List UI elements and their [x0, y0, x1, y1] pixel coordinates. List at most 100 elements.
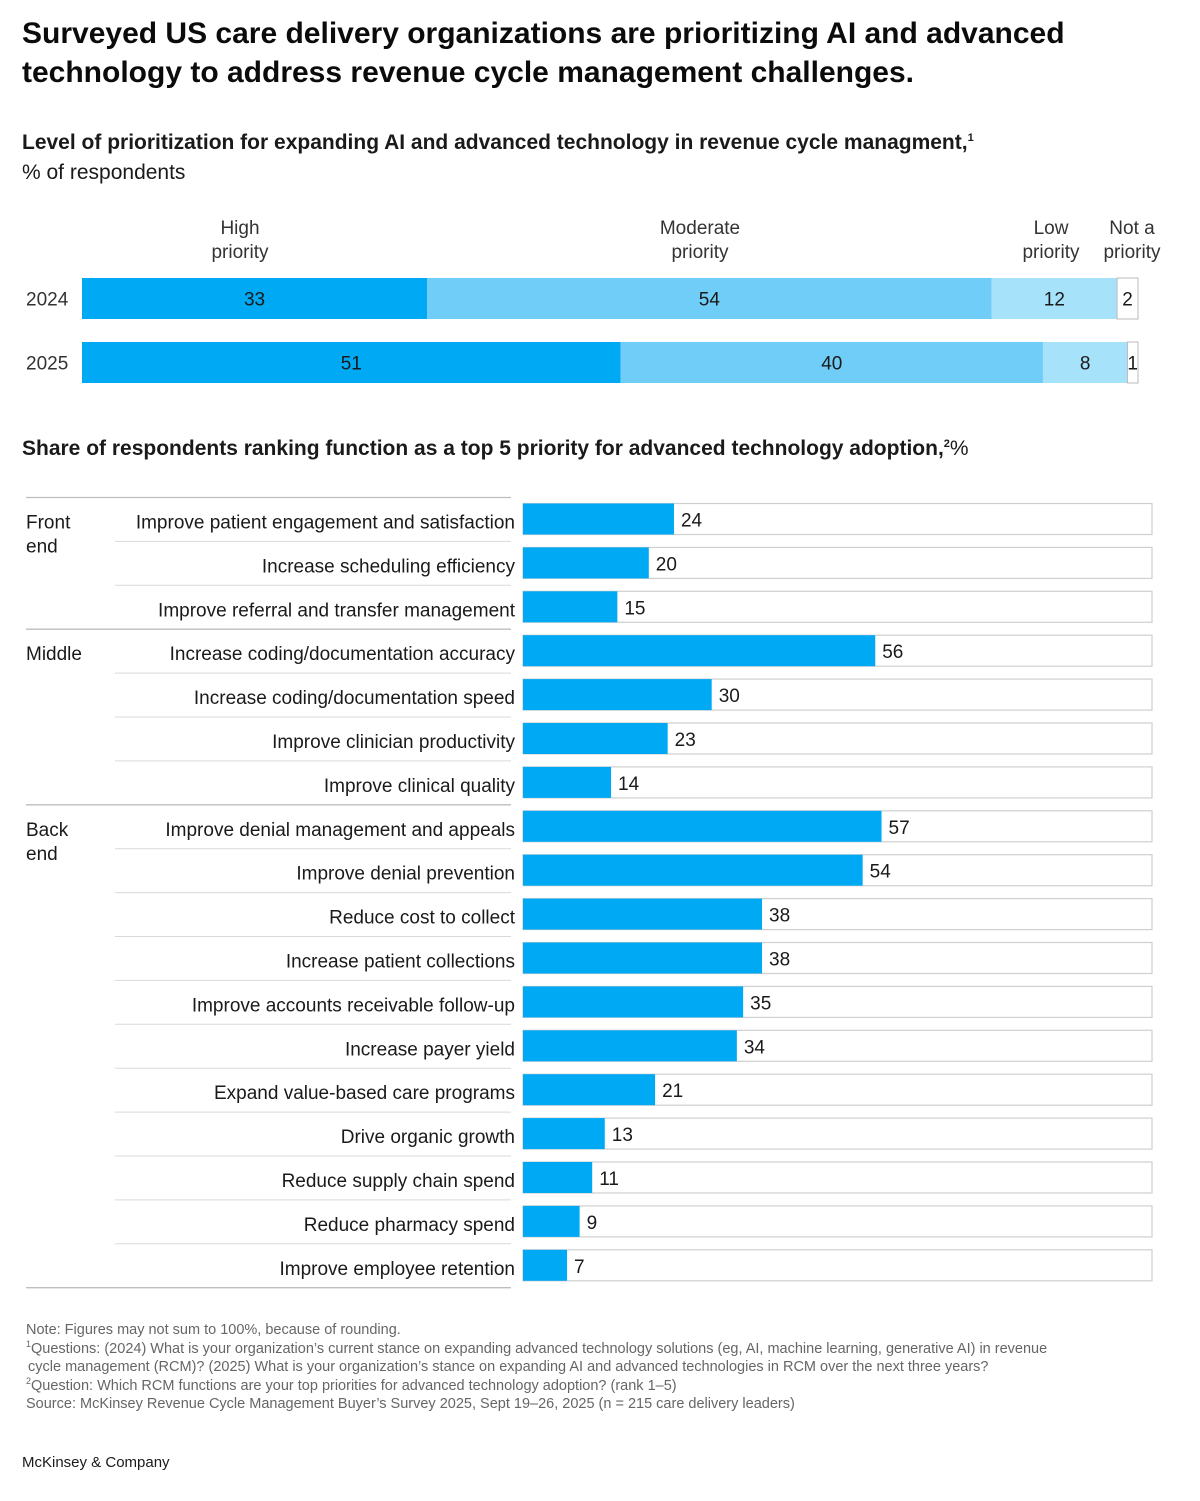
brand-logo-text: McKinsey & Company — [22, 1454, 170, 1471]
bar-value: 20 — [656, 554, 677, 575]
function-label: Improve employee retention — [279, 1259, 515, 1280]
footnotes: Note: Figures may not sum to 100%, becau… — [26, 1321, 1176, 1414]
bar-value-2024-high-priority: 33 — [244, 290, 265, 311]
function-label: Reduce supply chain spend — [282, 1171, 515, 1192]
bar-value: 54 — [870, 862, 892, 883]
bar-value: 56 — [882, 642, 903, 663]
function-label: Improve clinician productivity — [272, 732, 515, 753]
group-label-2-line1: Back — [26, 820, 69, 841]
footnote-2: 2Question: Which RCM functions are your … — [26, 1375, 1176, 1396]
bar-value-2025-moderate-priority: 40 — [821, 354, 842, 375]
bar-value: 24 — [681, 511, 703, 532]
bar — [523, 547, 649, 579]
function-label: Improve denial management and appeals — [165, 820, 515, 841]
bar — [523, 1249, 568, 1281]
bar-value: 21 — [662, 1081, 683, 1102]
bar — [523, 1118, 605, 1150]
bar-segment-2025-moderate-priority — [620, 342, 1043, 383]
bar-value: 7 — [574, 1257, 585, 1278]
function-label: Increase coding/documentation speed — [194, 688, 515, 709]
bar — [523, 635, 876, 667]
bar-value: 14 — [618, 774, 640, 795]
bar-value: 13 — [612, 1125, 633, 1146]
function-label: Improve clinical quality — [324, 776, 516, 797]
function-label: Increase payer yield — [345, 1039, 515, 1060]
bar — [523, 1205, 580, 1237]
function-label: Reduce cost to collect — [329, 908, 516, 929]
function-label: Improve denial prevention — [296, 864, 515, 885]
footnote-1: 1Questions: (2024) What is your organiza… — [26, 1339, 1176, 1359]
chart2-title-text: Share of respondents ranking function as… — [22, 437, 944, 460]
chart2-title: Share of respondents ranking function as… — [22, 437, 969, 461]
function-label: Improve referral and transfer management — [158, 600, 516, 621]
bar-segment-2025-not-a-priority — [1126, 341, 1139, 384]
bar-value-2025-low-priority: 8 — [1080, 354, 1091, 375]
legend-moderate-priority-line1: Moderate — [660, 218, 740, 239]
function-label: Increase patient collections — [286, 952, 515, 973]
bar — [523, 591, 618, 623]
group-label-1-line1: Middle — [26, 644, 82, 665]
footnote-2-text: Question: Which RCM functions are your t… — [31, 1377, 677, 1394]
bar-segment-2024-high-priority — [82, 278, 428, 319]
bar — [523, 1030, 737, 1062]
bar-track — [522, 1161, 1153, 1194]
source-note: Source: McKinsey Revenue Cycle Managemen… — [26, 1396, 795, 1412]
bar — [523, 854, 863, 886]
legend-high-priority-line2: priority — [211, 242, 269, 263]
legend-low-priority-line1: Low — [1034, 218, 1069, 239]
chart1-title: Level of prioritization for expanding AI… — [22, 131, 974, 155]
chart2-title-footnote: 2 — [943, 438, 950, 450]
bar — [523, 942, 763, 974]
bar — [523, 503, 674, 535]
bar-track — [522, 1205, 1153, 1238]
bar-value: 34 — [744, 1037, 766, 1058]
bar — [523, 766, 612, 798]
year-label-2025: 2025 — [26, 354, 68, 375]
bar — [523, 723, 668, 754]
bar-value: 9 — [587, 1213, 598, 1234]
bar-segment-2024-low-priority — [991, 278, 1118, 319]
bar-value-2024-not-a-priority: 2 — [1122, 290, 1133, 311]
chart1-subtitle: % of respondents — [22, 161, 186, 184]
bar-value: 35 — [750, 993, 771, 1014]
bar-value: 11 — [599, 1169, 619, 1190]
bar — [523, 898, 763, 930]
bar — [523, 1162, 593, 1193]
bar-segment-2024-not-a-priority — [1116, 277, 1139, 320]
stacked-bar-chart: High priority Moderate priority Low priority N… — [26, 218, 1161, 384]
bar-value-2025-high-priority: 51 — [341, 354, 362, 375]
legend-low-priority-line2: priority — [1022, 242, 1080, 263]
chart1-title-text: Level of prioritization for expanding AI… — [22, 131, 968, 154]
group-label-2-line2: end — [26, 844, 58, 865]
bar — [523, 679, 712, 711]
function-label: Drive organic growth — [341, 1127, 515, 1148]
bar-value: 57 — [889, 818, 910, 839]
bar — [523, 986, 744, 1018]
bar-value-2024-moderate-priority: 54 — [699, 290, 721, 311]
note-rounding: Note: Figures may not sum to 100%, becau… — [26, 1322, 401, 1338]
function-label: Increase coding/documentation accuracy — [170, 644, 516, 665]
chart1-title-footnote: 1 — [967, 132, 974, 144]
main-title: Surveyed US care delivery organizations … — [22, 17, 1065, 89]
legend-moderate-priority-line2: priority — [671, 242, 729, 263]
function-label: Expand value-based care programs — [214, 1083, 515, 1104]
bar-value-2025-not-a-priority: 1 — [1127, 354, 1138, 375]
function-label: Improve accounts receivable follow-up — [192, 995, 515, 1016]
bar — [523, 810, 882, 842]
chart2-title-unit: % — [949, 437, 969, 460]
footnote-2-mark: 2 — [26, 1375, 32, 1386]
bar-segment-2025-low-priority — [1042, 342, 1128, 383]
bar-track — [522, 1249, 1153, 1282]
year-label-2024: 2024 — [26, 290, 69, 311]
bar-value: 30 — [719, 686, 740, 707]
bar-segment-2025-high-priority — [82, 342, 621, 383]
legend-not-a-priority-line2: priority — [1103, 242, 1161, 263]
group-label-0-line2: end — [26, 537, 58, 558]
bar-value: 23 — [675, 730, 696, 751]
legend-not-a-priority-line1: Not a — [1109, 218, 1155, 239]
bar-value: 38 — [769, 950, 790, 971]
footnote-1-line2: cycle management (RCM)? (2025) What is y… — [28, 1359, 989, 1375]
bar-value-2024-low-priority: 12 — [1044, 290, 1065, 311]
function-label: Reduce pharmacy spend — [304, 1215, 515, 1236]
function-label: Improve patient engagement and satisfact… — [136, 513, 515, 534]
